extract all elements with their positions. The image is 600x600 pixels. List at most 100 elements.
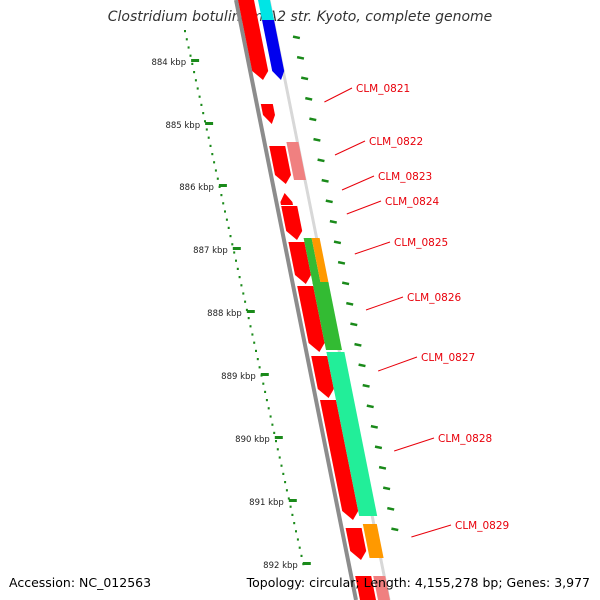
ruler-dot [285,489,288,492]
ruler-dot [275,440,277,443]
ruler-dot [205,128,208,131]
ruler-dot [238,276,241,279]
ruler-dot [207,136,210,139]
ruler-dot [273,431,276,434]
ruler-dot [222,202,225,205]
ruler-dot [224,210,226,213]
gene-leader-line [346,200,382,215]
ruler-dot [251,333,254,336]
ruler-label: 885 kbp [165,121,200,131]
ruler-dot [198,95,201,98]
gene-leader-line [411,524,452,538]
ruler-dot [296,538,299,541]
accession-text: Accession: NC_012563 [9,575,152,590]
gene-leader-line [354,241,391,255]
ruler-dot [242,292,245,295]
feature-tick [337,260,346,265]
feature-tick [317,158,325,163]
ruler-label: 886 kbp [179,183,214,193]
ruler-dot [235,259,237,262]
ruler-dot [187,46,190,49]
genome-summary-text: Topology: circular; Length: 4,155,278 bp… [246,575,590,590]
gene-leader-line [324,87,353,103]
ruler-tick [232,247,241,250]
ruler-dot [244,300,247,303]
ruler-tick [302,562,311,565]
kbp-ruler: 884 kbp 885 kbp 886 kbp 887 kbp 888 kbp 889 k… [151,30,399,571]
ruler-dot [233,251,236,254]
ruler-tick [274,436,283,439]
cds-arrow [345,528,367,560]
ruler-tick [246,310,255,313]
ruler-tick [191,59,200,62]
feature-tick [292,35,301,40]
ruler-dot [194,79,197,82]
ruler-dot [265,399,268,402]
feature-tick [354,342,362,347]
feature-tick [374,445,383,450]
feature-tick [341,281,350,286]
feature-tick [370,424,379,429]
feature-tick [391,527,399,532]
ruler-dot [278,456,281,459]
feature-tick [382,486,391,491]
gene-label: CLM_0825 [394,237,448,249]
feature-tick [305,96,313,101]
feature-tick [325,199,333,204]
ruler-dot [287,497,290,500]
ruler-dot [298,546,301,549]
cds-arrow [281,206,303,240]
ruler-dot [280,464,283,467]
ruler-dot [231,243,234,246]
ruler-label: 891 kbp [249,498,284,508]
cds-arrow [280,193,293,205]
feature-tick [346,301,354,306]
cds-arrow [355,576,376,600]
cog-block [303,238,321,284]
gene-label: CLM_0828 [438,433,492,445]
ruler-dot [256,358,259,361]
gene-leader-line [394,437,435,452]
ruler-dot [245,308,248,311]
feature-tick [300,76,309,81]
ruler-tick [260,373,269,376]
gene-label: CLM_0827 [421,352,475,364]
ruler-dot [240,284,243,287]
ruler-dot [236,267,239,270]
ruler-dot [247,317,250,320]
ruler-dot [293,522,296,525]
feature-tick [366,404,374,409]
ruler-dot [267,407,270,410]
ruler-dot [213,161,216,164]
ruler-dot [193,71,196,74]
feature-tick [309,117,317,122]
ruler-dot [289,505,292,508]
cog-block [258,0,274,20]
gene-leader-line [334,140,366,156]
ruler-tick [218,184,227,187]
cds-arrow [297,286,325,352]
feature-layer [238,0,390,600]
feature-tick [358,363,366,368]
ruler-dot [189,54,192,57]
ruler-dot [253,341,256,344]
feature-tick [313,137,321,142]
ruler-label: 884 kbp [151,58,186,68]
ruler-dot [229,235,232,238]
ruler-dot [225,218,228,221]
cog-block [312,282,342,350]
gene-leader-line [341,175,375,191]
cog-block [373,576,390,600]
ruler-dot [282,472,285,475]
ruler-dot [185,38,188,41]
feature-tick [362,383,370,388]
ruler-dot [291,513,294,516]
ruler-dot [276,448,279,451]
ruler-dot [211,153,214,156]
ruler-dot [271,423,274,426]
backbone-line [234,0,358,600]
ruler-dot [227,226,230,229]
ruler-dot [269,415,272,418]
feature-tick [378,465,387,470]
ruler-dot [214,169,217,172]
